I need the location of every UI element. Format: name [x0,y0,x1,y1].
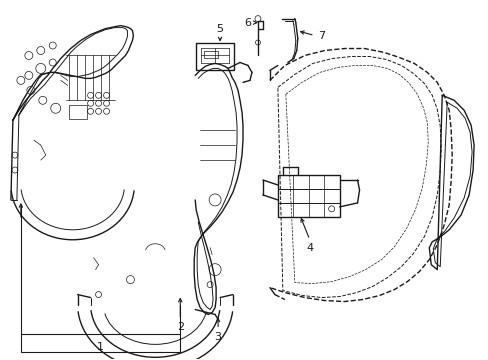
Bar [21,334,180,352]
Text: 2: 2 [176,323,183,332]
Bar [196,42,234,71]
Bar [277,175,339,217]
Text: 5: 5 [216,24,223,33]
Text: 6: 6 [244,18,251,28]
Text: 7: 7 [318,31,325,41]
Text: 4: 4 [305,243,313,253]
Bar [203,50,218,58]
Text: 1: 1 [97,342,104,352]
Text: 3: 3 [214,332,221,342]
Bar [68,105,86,119]
